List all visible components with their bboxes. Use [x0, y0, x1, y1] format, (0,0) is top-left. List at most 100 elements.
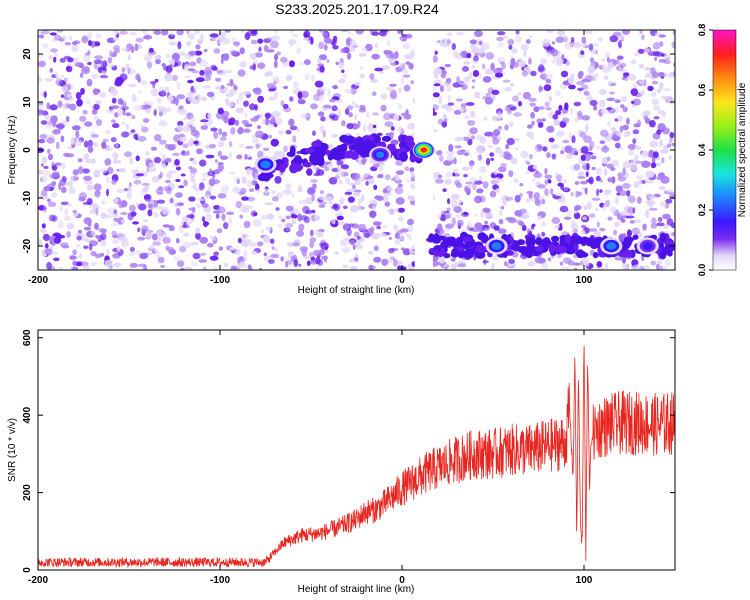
spectrogram-speckle	[318, 86, 327, 92]
spectrogram-speckle	[651, 217, 657, 225]
spectrogram-speckle	[77, 229, 83, 234]
spectrogram-speckle	[557, 50, 561, 56]
spectrogram-speckle	[445, 171, 452, 178]
spectrogram-speckle	[559, 205, 569, 213]
spectrogram-speckle	[455, 182, 463, 188]
spectrogram-speckle	[574, 181, 580, 185]
spectrogram-ridge-blob	[543, 237, 550, 246]
spectrogram-speckle	[613, 229, 618, 236]
spectrogram-ridge-blob	[451, 248, 459, 258]
spectrogram-speckle	[38, 34, 45, 39]
spectrogram-speckle	[655, 263, 660, 270]
spectrogram-speckle	[205, 213, 212, 222]
spectrogram-speckle	[164, 157, 172, 163]
spectrogram-speckle	[159, 171, 163, 179]
spectrogram-speckle	[583, 205, 587, 210]
spectrogram-speckle	[183, 117, 187, 121]
spectrogram-speckle	[446, 32, 453, 37]
spectrogram-speckle	[636, 196, 642, 204]
spectrogram-speckle	[52, 171, 60, 177]
spectrogram-speckle	[111, 213, 120, 219]
spectrogram-speckle	[297, 91, 303, 99]
spectrogram-speckle	[312, 183, 317, 189]
spectrogram-speckle	[454, 145, 462, 149]
spectrogram-speckle	[176, 202, 185, 207]
snr-y-label: SNR (10 * v/v)	[7, 418, 18, 482]
spectrogram-speckle	[553, 119, 560, 126]
spectrogram-speckle	[95, 207, 99, 216]
spectrogram-speckle	[237, 127, 244, 135]
spectrogram-speckle	[303, 216, 310, 224]
spectrogram-speckle	[639, 30, 643, 34]
spectrogram-speckle	[396, 230, 403, 235]
spectrogram-speckle	[218, 246, 224, 251]
spectrogram-ridge-blob	[279, 163, 286, 173]
spectrogram-speckle	[90, 134, 99, 138]
spectrogram-speckle	[515, 35, 523, 43]
spectrogram-speckle	[183, 221, 187, 228]
spectrogram-speckle	[188, 196, 196, 202]
spectrogram-speckle	[162, 236, 171, 244]
snr-y-tick-label: 0	[22, 567, 33, 573]
spectrogram-speckle	[436, 150, 443, 156]
spectrogram-speckle	[100, 242, 107, 247]
spectrogram-speckle	[274, 91, 278, 99]
spectrogram-speckle	[154, 78, 159, 83]
spectrogram-speckle	[255, 189, 262, 193]
spectrogram-speckle	[644, 210, 650, 219]
spectrogram-speckle	[248, 242, 257, 247]
spectrogram-speckle	[57, 220, 64, 229]
spectrogram-speckle	[599, 227, 606, 232]
spectrogram-speckle	[543, 84, 552, 92]
spectrogram-speckle	[178, 136, 187, 143]
spectrogram-x-label: Height of straight line (km)	[298, 285, 415, 296]
spectrogram-speckle	[130, 129, 136, 134]
spectrogram-speckle	[247, 156, 253, 160]
spectrogram-speckle	[206, 91, 215, 98]
spectrogram-speckle	[338, 179, 343, 185]
spectrogram-speckle	[74, 139, 83, 147]
spectrogram-speckle	[533, 172, 543, 179]
spectrogram-speckle	[469, 39, 477, 45]
spectrogram-speckle	[270, 40, 279, 49]
spectrogram-speckle	[457, 136, 464, 141]
spectrogram-speckle	[40, 120, 48, 125]
spectrogram-speckle	[131, 169, 140, 174]
spectrogram-speckle	[497, 42, 505, 48]
spectrogram-x-tick-label: -200	[28, 275, 48, 286]
spectrogram-speckle	[218, 128, 223, 136]
spectrogram-speckle	[101, 200, 106, 205]
spectrogram-speckle	[583, 90, 590, 96]
spectrogram-speckle	[635, 175, 644, 180]
spectrogram-speckle	[481, 63, 486, 70]
spectrogram-speckle	[650, 162, 657, 169]
spectrogram-speckle	[72, 125, 81, 131]
spectrogram-speckle	[372, 205, 376, 210]
spectrogram-speckle	[589, 146, 593, 152]
spectrogram-speckle	[183, 179, 188, 187]
spectrogram-speckle	[649, 140, 658, 148]
spectrogram-speckle	[107, 207, 115, 215]
spectrogram-speckle	[359, 104, 366, 111]
spectrogram-speckle	[547, 257, 552, 262]
spectrogram-speckle	[387, 40, 391, 46]
spectrogram-speckle	[671, 41, 675, 49]
colorbar-tick-label: 0.6	[697, 84, 707, 97]
spectrogram-speckle	[388, 58, 393, 64]
spectrogram-speckle	[632, 98, 641, 106]
spectrogram-speckle	[225, 97, 229, 105]
spectrogram-speckle	[285, 223, 294, 228]
spectrogram-speckle	[439, 85, 444, 93]
spectrogram-speckle	[55, 78, 63, 86]
spectrogram-speckle	[251, 250, 258, 255]
spectrogram-speckle	[627, 143, 637, 150]
spectrogram-speckle	[263, 147, 270, 151]
spectrogram-speckle	[403, 113, 412, 120]
spectrogram-speckle	[507, 38, 515, 46]
spectrogram-speckle	[497, 228, 507, 234]
spectrogram-speckle	[328, 201, 334, 205]
spectrogram-speckle	[238, 92, 244, 101]
spectrogram-speckle	[55, 141, 60, 150]
spectrogram-speckle	[84, 180, 93, 185]
spectrogram-speckle	[236, 154, 243, 160]
